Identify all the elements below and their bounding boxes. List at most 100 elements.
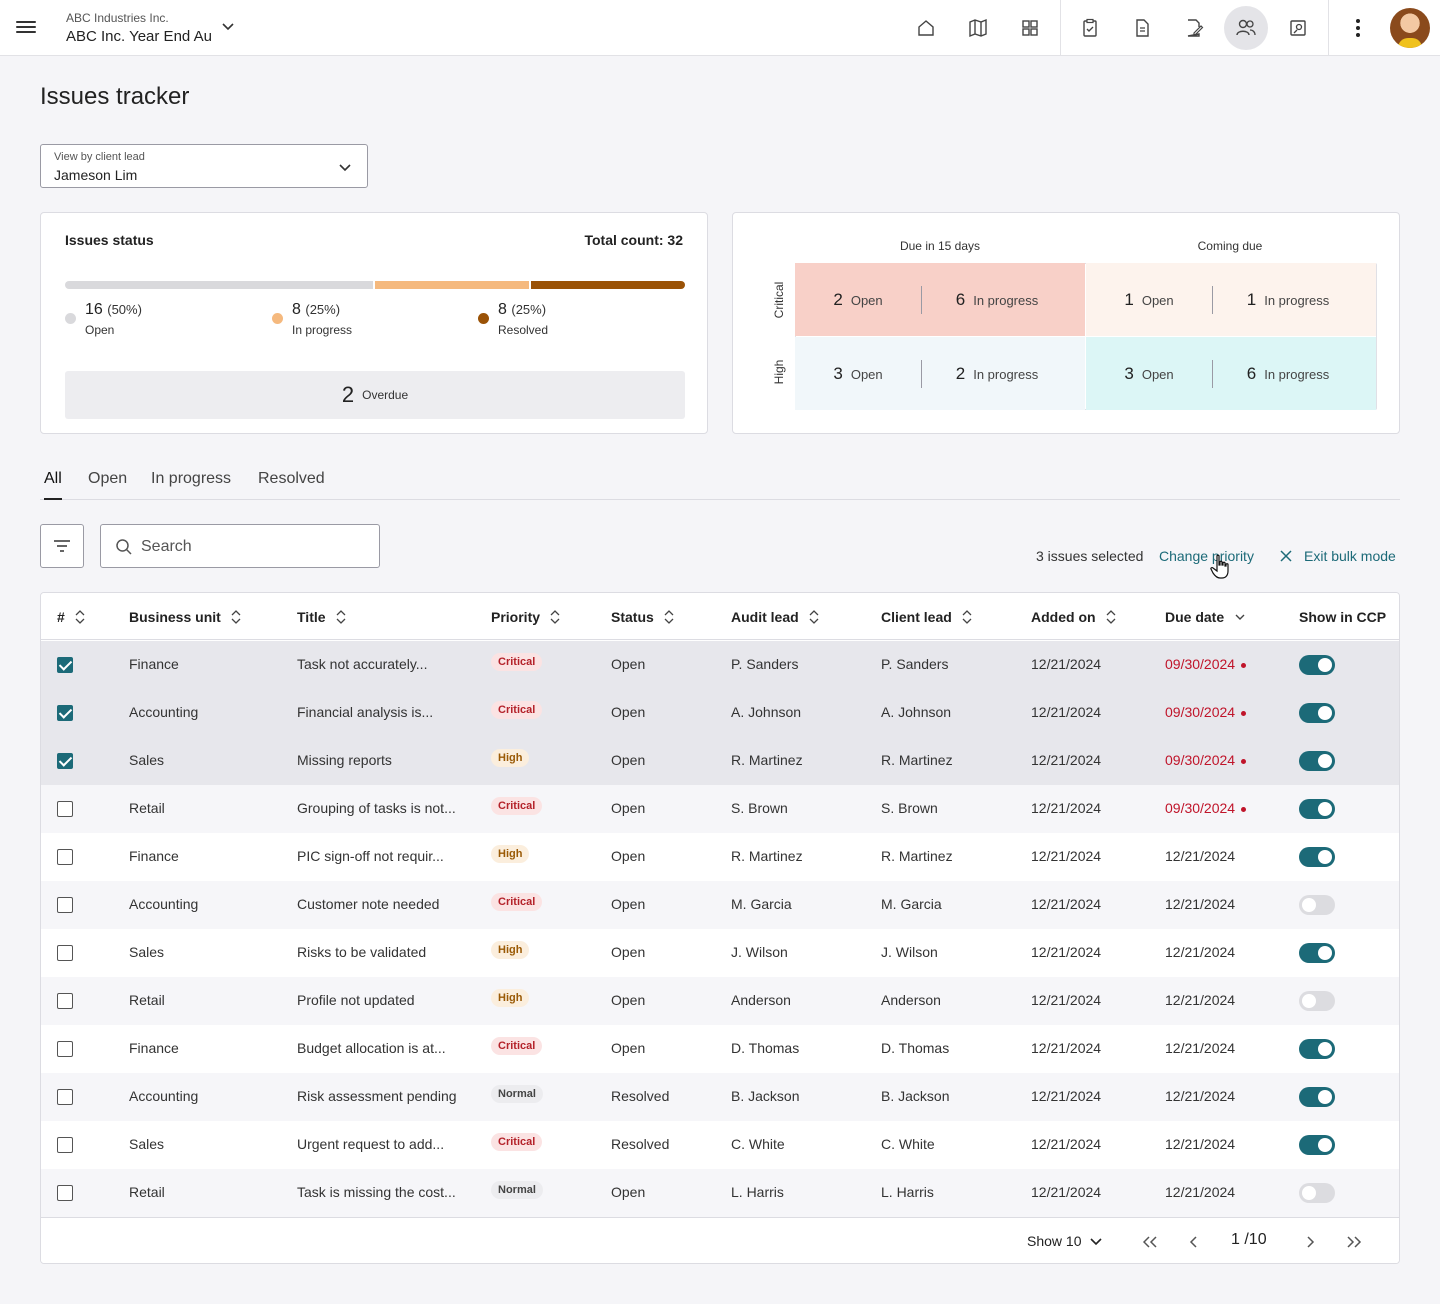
matrix-cell[interactable]: 1 Open 1 In progress	[1086, 263, 1376, 336]
title-cell[interactable]: Missing reports	[297, 752, 392, 768]
matrix-cell[interactable]: 3 Open 2 In progress	[795, 337, 1085, 410]
row-checkbox[interactable]	[57, 1137, 73, 1153]
exit-bulk-mode-link[interactable]: Exit bulk mode	[1304, 548, 1396, 564]
show-in-ccp-toggle[interactable]	[1299, 991, 1335, 1011]
title-cell[interactable]: Profile not updated	[297, 992, 415, 1008]
settings-gear-icon[interactable]	[1276, 6, 1320, 50]
tab-all[interactable]: All	[44, 470, 62, 500]
title-cell[interactable]: Task is missing the cost...	[297, 1184, 456, 1200]
row-checkbox[interactable]	[57, 993, 73, 1009]
change-priority-link[interactable]: Change priority	[1159, 548, 1254, 564]
close-icon[interactable]	[1280, 550, 1292, 562]
avatar[interactable]	[1390, 8, 1430, 48]
table-row[interactable]: Accounting Risk assessment pending Resolve…	[41, 1073, 1399, 1121]
table-row[interactable]: Retail Task is missing the cost... Open L. …	[41, 1169, 1399, 1217]
title-cell[interactable]: Financial analysis is...	[297, 704, 434, 720]
column-header-label: Client lead	[881, 609, 952, 625]
search-input[interactable]	[141, 535, 361, 559]
engagement-switcher[interactable]: ABC Industries Inc. ABC Inc. Year End Au…	[66, 11, 212, 45]
previous-page-button[interactable]	[1182, 1230, 1206, 1254]
dashboard-icon[interactable]	[1008, 6, 1052, 50]
column-header[interactable]: Priority	[491, 609, 560, 625]
row-checkbox[interactable]	[57, 849, 73, 865]
show-in-ccp-toggle[interactable]	[1299, 1087, 1335, 1107]
client-lead-cell: R. Martinez	[881, 752, 953, 768]
show-in-ccp-toggle[interactable]	[1299, 751, 1335, 771]
top-bar: ABC Industries Inc. ABC Inc. Year End Au…	[0, 0, 1440, 56]
legend-dot	[65, 313, 76, 324]
tab-open[interactable]: Open	[88, 470, 128, 487]
column-header[interactable]: Client lead	[881, 609, 972, 625]
column-header[interactable]: Added on	[1031, 609, 1116, 625]
status-cell: Open	[611, 896, 646, 912]
column-header[interactable]: Audit lead	[731, 609, 819, 625]
table-row[interactable]: Finance Budget allocation is at... Open D. …	[41, 1025, 1399, 1073]
table-row[interactable]: Finance PIC sign-off not requir... Open R. …	[41, 833, 1399, 881]
table-row[interactable]: Sales Missing reports Open R. Martinez R. Ma…	[41, 737, 1399, 785]
table-row[interactable]: Accounting Financial analysis is... Open A.…	[41, 689, 1399, 737]
first-page-button[interactable]	[1138, 1230, 1162, 1254]
row-checkbox[interactable]	[57, 1185, 73, 1201]
row-checkbox[interactable]	[57, 753, 73, 769]
checklist-icon[interactable]	[1068, 6, 1112, 50]
menu-icon[interactable]	[16, 18, 36, 38]
title-cell[interactable]: Grouping of tasks is not...	[297, 800, 456, 816]
overdue-summary[interactable]: 2 Overdue	[65, 371, 685, 419]
column-header[interactable]: Business unit	[129, 609, 241, 625]
column-header[interactable]: Status	[611, 609, 674, 625]
title-cell[interactable]: Urgent request to add...	[297, 1136, 445, 1152]
last-page-button[interactable]	[1342, 1230, 1366, 1254]
show-in-ccp-toggle[interactable]	[1299, 799, 1335, 819]
document-icon[interactable]	[1120, 6, 1164, 50]
page-size-select[interactable]: Show 10	[1027, 1233, 1103, 1249]
matrix-open-count: 3 Open	[795, 364, 921, 384]
issues-table: # Business unit Title Priority Status Audit l…	[40, 592, 1400, 1264]
title-cell[interactable]: Risks to be validated	[297, 944, 427, 960]
matrix-progress-count: 6 In progress	[922, 290, 1072, 310]
business-unit-cell: Accounting	[129, 704, 199, 720]
row-checkbox[interactable]	[57, 945, 73, 961]
more-vertical-icon[interactable]	[1336, 6, 1380, 50]
chevron-down-icon[interactable]	[220, 18, 236, 34]
matrix-cell[interactable]: 2 Open 6 In progress	[795, 263, 1085, 336]
row-checkbox[interactable]	[57, 801, 73, 817]
table-row[interactable]: Sales Risks to be validated Open J. Wilson J…	[41, 929, 1399, 977]
people-icon[interactable]	[1224, 6, 1268, 50]
title-cell[interactable]: Risk assessment pending	[297, 1088, 457, 1104]
title-cell[interactable]: Task not accurately...	[297, 656, 428, 672]
edit-document-icon[interactable]	[1172, 6, 1216, 50]
row-checkbox[interactable]	[57, 1041, 73, 1057]
row-checkbox[interactable]	[57, 705, 73, 721]
table-row[interactable]: Finance Task not accurately... Open P. Sand…	[41, 641, 1399, 689]
table-row[interactable]: Retail Profile not updated Open Anderson And…	[41, 977, 1399, 1025]
tab-resolved[interactable]: Resolved	[258, 470, 325, 487]
column-header[interactable]: Due date	[1165, 609, 1246, 625]
title-cell[interactable]: Customer note needed	[297, 896, 440, 912]
business-unit-cell: Accounting	[129, 896, 199, 912]
title-cell[interactable]: PIC sign-off not requir...	[297, 848, 444, 864]
show-in-ccp-toggle[interactable]	[1299, 655, 1335, 675]
table-row[interactable]: Accounting Customer note needed Open M. Gar…	[41, 881, 1399, 929]
table-row[interactable]: Sales Urgent request to add... Resolved C. …	[41, 1121, 1399, 1169]
show-in-ccp-toggle[interactable]	[1299, 1135, 1335, 1155]
row-checkbox[interactable]	[57, 1089, 73, 1105]
row-checkbox[interactable]	[57, 897, 73, 913]
row-checkbox[interactable]	[57, 657, 73, 673]
column-header[interactable]: #	[57, 609, 85, 625]
matrix-cell[interactable]: 3 Open 6 In progress	[1086, 337, 1376, 410]
title-cell[interactable]: Budget allocation is at...	[297, 1040, 446, 1056]
next-page-button[interactable]	[1298, 1230, 1322, 1254]
tab-in-progress[interactable]: In progress	[151, 470, 232, 487]
show-in-ccp-toggle[interactable]	[1299, 1183, 1335, 1203]
show-in-ccp-toggle[interactable]	[1299, 943, 1335, 963]
column-header[interactable]: Title	[297, 609, 346, 625]
map-icon[interactable]	[956, 6, 1000, 50]
filter-button[interactable]	[40, 524, 84, 568]
show-in-ccp-toggle[interactable]	[1299, 1039, 1335, 1059]
show-in-ccp-toggle[interactable]	[1299, 895, 1335, 915]
table-row[interactable]: Retail Grouping of tasks is not... Open S. …	[41, 785, 1399, 833]
show-in-ccp-toggle[interactable]	[1299, 703, 1335, 723]
show-in-ccp-toggle[interactable]	[1299, 847, 1335, 867]
client-lead-select[interactable]: View by client lead Jameson Lim	[40, 144, 368, 188]
home-icon[interactable]	[904, 6, 948, 50]
